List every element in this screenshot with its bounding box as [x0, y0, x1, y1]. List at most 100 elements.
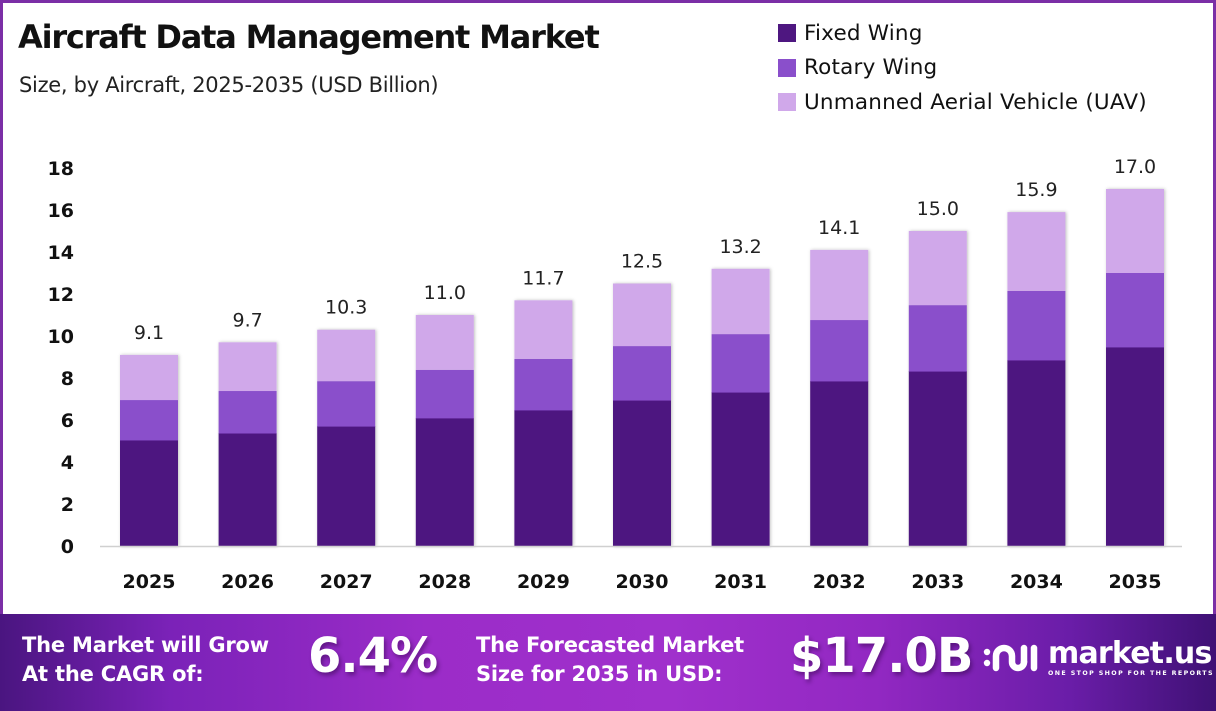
x-tick-label: 2031 — [714, 571, 767, 593]
bar-segment-uav — [613, 283, 671, 347]
bar-segment-fixed-wing — [1007, 359, 1066, 547]
legend-item-rotary-wing: Rotary Wing — [778, 51, 1147, 86]
total-label: 17.0 — [1114, 156, 1156, 178]
bar-stack-2027 — [317, 329, 376, 547]
x-axis: 2025 2026 2027 2028 2029 2030 2031 2032 2033 2034… — [123, 571, 1162, 593]
bar-segment-fixed-wing — [1106, 346, 1164, 547]
brand-tagline: ONE STOP SHOP FOR THE REPORTS — [1048, 670, 1214, 677]
total-label: 13.2 — [719, 236, 761, 258]
y-tick-label: 14 — [48, 242, 74, 264]
bar-segment-uav — [711, 268, 770, 335]
bar-stack-2033 — [908, 231, 967, 547]
bar-segment-fixed-wing — [711, 392, 770, 547]
legend-label: Rotary Wing — [804, 55, 938, 81]
forecast-label-line2: Size for 2035 in USD: — [476, 662, 723, 686]
legend-swatch-fixed-wing — [778, 24, 796, 43]
bar-segment-rotary-wing — [218, 391, 277, 434]
bar-stack-2031 — [711, 268, 770, 547]
legend-item-fixed-wing: Fixed Wing — [778, 16, 1147, 51]
bar-segment-rotary-wing — [1106, 273, 1164, 348]
bar-stack-2029 — [514, 300, 573, 547]
total-label: 11.7 — [522, 267, 564, 289]
brand-name: market.us — [1048, 636, 1212, 671]
bar-segment-uav — [218, 342, 277, 392]
bar-segment-fixed-wing — [613, 400, 671, 547]
legend: Fixed Wing Rotary Wing Unmanned Aerial V… — [778, 16, 1147, 120]
forecast-label-line1: The Forecasted Market — [476, 633, 745, 657]
brand-logo[interactable]: market.us ONE STOP SHOP FOR THE REPORTS — [982, 638, 1214, 678]
bar-segment-rotary-wing — [908, 305, 967, 372]
brand-text: market.us ONE STOP SHOP FOR THE REPORTS — [1048, 636, 1214, 678]
cagr-label-line2: At the CAGR of: — [22, 662, 204, 686]
bar-segment-fixed-wing — [317, 426, 376, 547]
total-label: 10.3 — [325, 297, 367, 319]
x-tick-label: 2026 — [221, 571, 274, 593]
x-tick-label: 2033 — [911, 571, 964, 593]
bar-segment-uav — [1007, 212, 1066, 291]
legend-item-uav: Unmanned Aerial Vehicle (UAV) — [778, 85, 1147, 120]
y-tick-label: 8 — [61, 368, 74, 390]
y-tick-label: 4 — [61, 452, 74, 474]
bar-segment-fixed-wing — [810, 380, 869, 547]
bar-segment-uav — [908, 231, 967, 306]
cagr-value: 6.4% — [308, 628, 438, 684]
market-us-logo-icon — [983, 644, 1038, 672]
bar-stack-2032 — [810, 249, 869, 547]
bar-stack-2034 — [1007, 212, 1066, 547]
bar-stack-2026 — [218, 342, 277, 547]
bar-segment-fixed-wing — [908, 371, 967, 547]
stacked-bar-chart: 0 2 4 6 8 10 12 14 16 18 2025 2026 2027 2028 2029 2030… — [48, 156, 1182, 593]
bar-segment-uav — [1106, 189, 1164, 273]
cagr-label-line1: The Market will Grow — [22, 633, 269, 657]
bar-segment-rotary-wing — [120, 400, 178, 441]
legend-label: Fixed Wing — [804, 20, 923, 46]
x-tick-label: 2032 — [813, 571, 866, 593]
bar-segment-uav — [317, 329, 376, 382]
bar-segment-rotary-wing — [317, 381, 376, 427]
x-tick-label: 2028 — [418, 571, 471, 593]
bar-stack-2035 — [1106, 189, 1164, 547]
bar-segment-fixed-wing — [415, 417, 474, 547]
bar-segment-rotary-wing — [711, 334, 770, 393]
total-label: 12.5 — [621, 251, 663, 273]
bar-segment-rotary-wing — [810, 320, 869, 382]
total-label: 11.0 — [424, 282, 466, 304]
x-tick-label: 2034 — [1010, 571, 1063, 593]
total-label: 9.7 — [232, 309, 262, 331]
bar-stack-2025 — [120, 354, 178, 547]
bar-segment-uav — [120, 354, 178, 401]
bars-group — [120, 189, 1164, 547]
y-tick-label: 0 — [61, 536, 74, 558]
bar-segment-uav — [810, 249, 869, 321]
bar-stack-2030 — [613, 283, 671, 547]
bar-segment-fixed-wing — [120, 439, 178, 547]
legend-swatch-uav — [778, 93, 796, 112]
y-tick-label: 10 — [48, 326, 74, 348]
y-tick-label: 12 — [48, 284, 74, 306]
x-tick-label: 2025 — [123, 571, 176, 593]
forecast-label: The Forecasted Market Size for 2035 in U… — [476, 631, 744, 689]
forecast-value: $17.0B — [790, 628, 973, 684]
total-label: 9.1 — [134, 322, 164, 344]
x-tick-label: 2027 — [320, 571, 373, 593]
x-tick-label: 2030 — [616, 571, 669, 593]
total-labels-group: 9.1 9.7 10.3 11.0 11.7 12.5 13.2 14.1 15.0 15.9 17… — [134, 156, 1156, 344]
bar-segment-rotary-wing — [514, 358, 573, 411]
y-axis: 0 2 4 6 8 10 12 14 16 18 — [48, 158, 74, 558]
y-tick-label: 18 — [48, 158, 74, 180]
y-tick-label: 2 — [61, 494, 74, 516]
chart-title: Aircraft Data Management Market — [18, 18, 600, 56]
bar-segment-fixed-wing — [514, 409, 573, 547]
bar-stack-2028 — [415, 315, 474, 547]
chart-subtitle: Size, by Aircraft, 2025-2035 (USD Billio… — [19, 73, 439, 97]
y-tick-label: 16 — [48, 200, 74, 222]
bar-segment-uav — [415, 315, 474, 370]
bar-segment-fixed-wing — [218, 433, 277, 547]
legend-label: Unmanned Aerial Vehicle (UAV) — [804, 89, 1147, 115]
total-label: 15.0 — [917, 198, 959, 220]
x-tick-label: 2029 — [517, 571, 570, 593]
bar-segment-uav — [514, 300, 573, 359]
legend-swatch-rotary-wing — [778, 58, 796, 77]
y-tick-label: 6 — [61, 410, 74, 432]
bar-segment-rotary-wing — [613, 346, 671, 401]
